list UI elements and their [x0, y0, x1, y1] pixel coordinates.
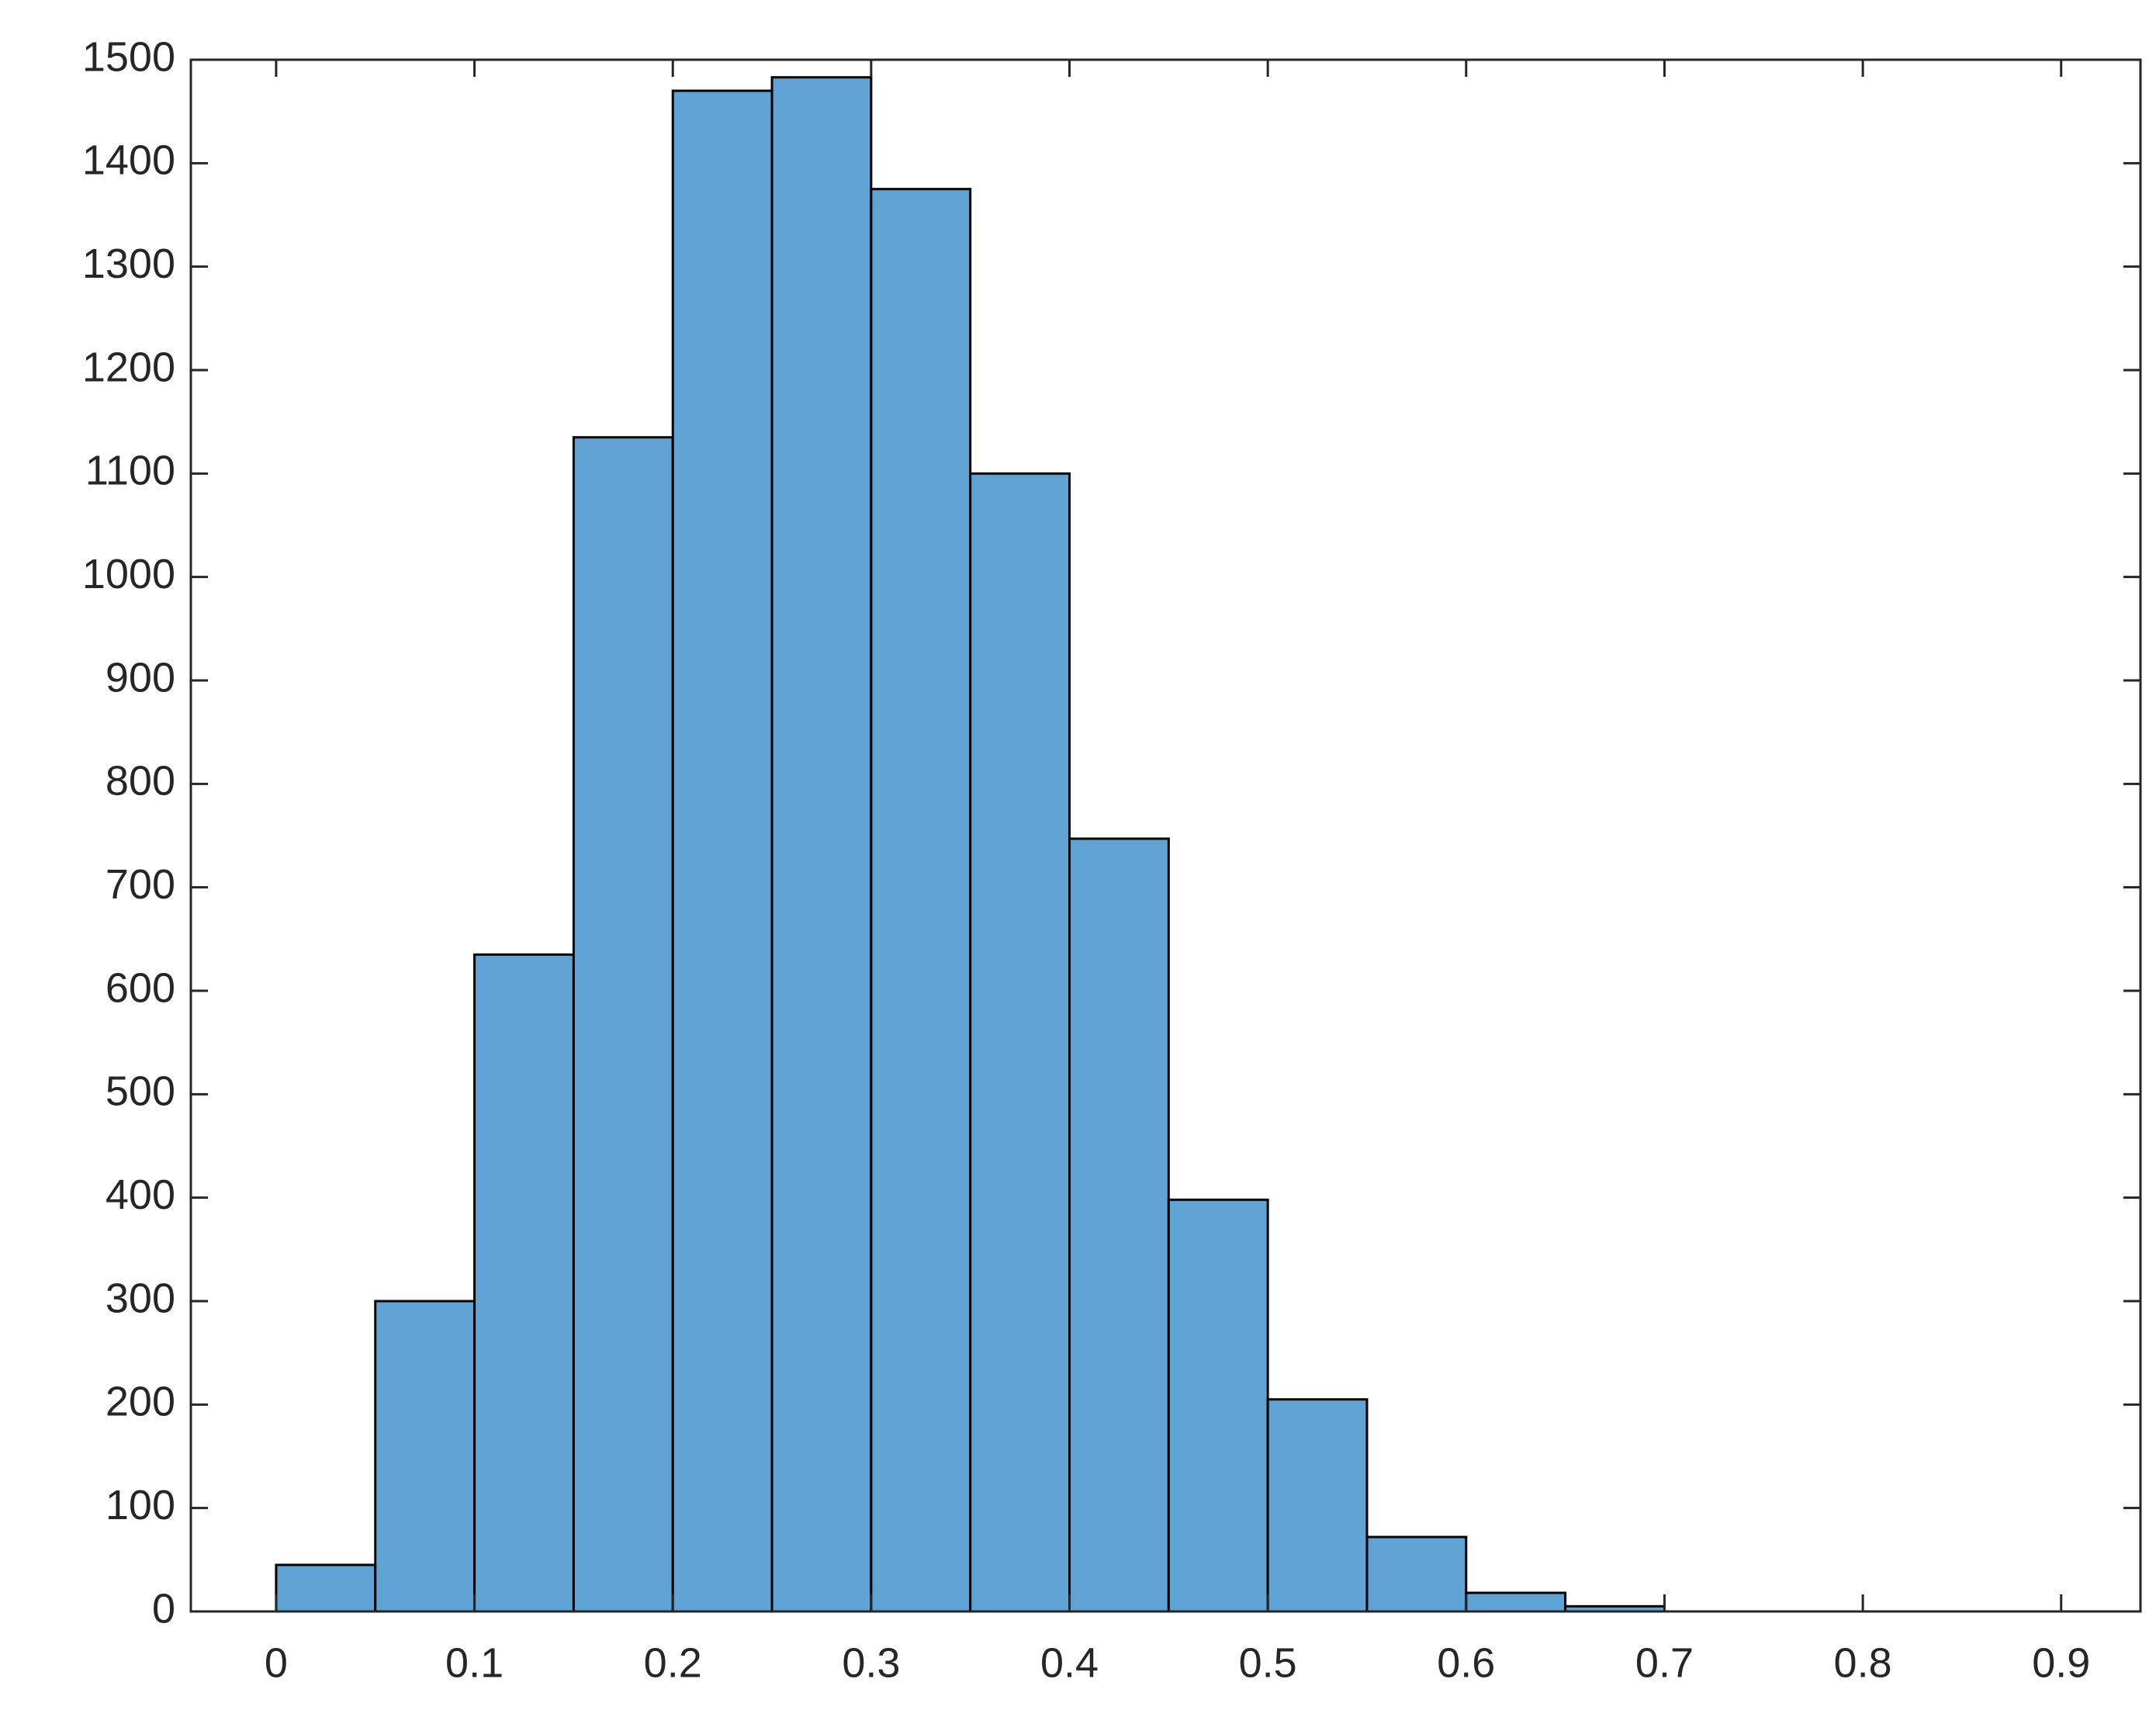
x-tick-label: 0.8 — [1834, 1639, 1892, 1686]
y-tick-label: 700 — [106, 861, 175, 908]
axes-box — [189, 58, 2142, 1613]
y-tick-label: 300 — [106, 1275, 175, 1321]
y-tick-label: 100 — [106, 1482, 175, 1528]
x-tick-label: 0.1 — [445, 1639, 504, 1686]
y-tick-label: 1100 — [85, 448, 175, 494]
bar — [870, 188, 972, 1613]
x-tick-label: 0.3 — [842, 1639, 900, 1686]
x-tick-label: 0.5 — [1239, 1639, 1297, 1686]
y-tick-label: 800 — [106, 758, 175, 805]
bar — [1365, 1535, 1468, 1613]
y-tick-label: 1500 — [82, 33, 175, 80]
y-tick-label: 1000 — [82, 551, 175, 597]
y-tick-label: 600 — [106, 964, 175, 1011]
bar — [1167, 1198, 1269, 1613]
x-tick-label: 0.9 — [2032, 1639, 2090, 1686]
y-tick-label: 500 — [106, 1068, 175, 1115]
y-tick-label: 200 — [106, 1379, 175, 1425]
bar — [1266, 1398, 1369, 1613]
x-tick-label: 0.6 — [1437, 1639, 1495, 1686]
x-tick-label: 0.7 — [1635, 1639, 1694, 1686]
bar — [473, 953, 575, 1613]
y-tick-label: 1300 — [82, 241, 175, 287]
bar — [770, 76, 873, 1613]
x-tick-label: 0 — [265, 1639, 288, 1686]
x-tick-label: 0.4 — [1040, 1639, 1099, 1686]
bar — [1068, 837, 1170, 1613]
y-tick-label: 1400 — [82, 137, 175, 184]
x-tick-label: 0.2 — [644, 1639, 702, 1686]
y-tick-label: 0 — [152, 1585, 175, 1632]
bar — [374, 1300, 476, 1613]
bar — [671, 89, 773, 1613]
bar — [572, 436, 674, 1613]
bar — [275, 1563, 377, 1613]
y-tick-label: 900 — [106, 654, 175, 701]
bar — [969, 472, 1071, 1613]
bar — [1465, 1591, 1567, 1613]
y-tick-label: 400 — [106, 1172, 175, 1218]
y-tick-label: 1200 — [82, 344, 175, 390]
